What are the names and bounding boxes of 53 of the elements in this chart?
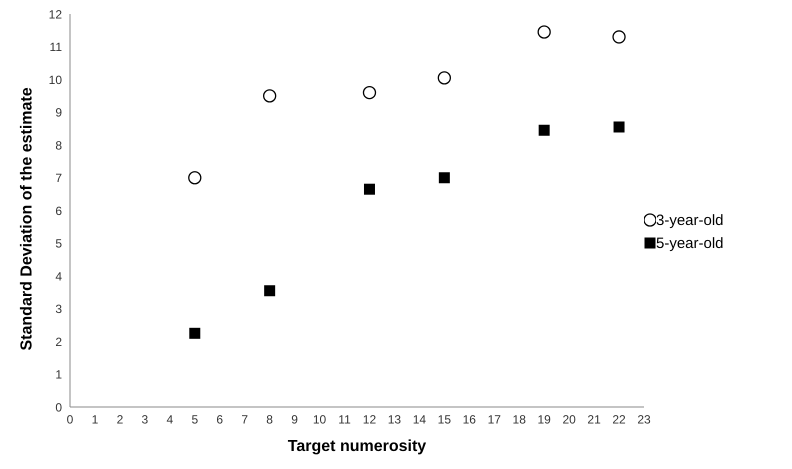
point [264, 285, 276, 296]
point [612, 30, 626, 44]
x-tick-label: 9 [291, 412, 298, 427]
y-tick-label: 9 [55, 106, 62, 120]
x-tick-label: 16 [462, 412, 476, 427]
x-tick-label: 18 [512, 412, 526, 427]
x-tick-label: 12 [362, 412, 376, 427]
y-tick-label: 1 [55, 368, 62, 382]
x-tick-label: 14 [412, 412, 426, 427]
point [263, 89, 276, 103]
y-tick-label: 5 [55, 236, 62, 251]
point [188, 171, 202, 184]
y-tick-label: 6 [55, 204, 62, 218]
y-tick-label: 4 [55, 269, 62, 284]
point [438, 71, 451, 85]
x-tick-label: 6 [216, 412, 224, 427]
x-tick-label: 13 [388, 412, 402, 427]
y-tick-label: 11 [50, 40, 62, 54]
y-tick-label: 3 [55, 302, 62, 316]
legend-label: 3-year-old [656, 212, 724, 228]
y-tick-label: 12 [48, 7, 62, 22]
x-tick-label: 19 [537, 412, 552, 427]
point [438, 172, 450, 184]
y-tick-label: 8 [55, 138, 62, 152]
y-tick-label: 0 [55, 400, 62, 414]
x-tick-label: 4 [166, 412, 174, 427]
x-tick-label: 10 [312, 412, 327, 427]
x-tick-label: 11 [338, 412, 352, 427]
point [614, 121, 625, 132]
x-tick-label: 21 [587, 412, 602, 427]
point [362, 86, 376, 100]
x-tick-label: 8 [266, 412, 274, 427]
x-tick-label: 23 [637, 412, 651, 427]
y-tick-label: 2 [55, 334, 62, 349]
x-tick-label: 17 [488, 412, 502, 427]
point [364, 184, 375, 195]
x-tick-label: 22 [612, 412, 626, 427]
x-axis-title: Target numerosity [288, 438, 426, 455]
y-tick-label: 7 [55, 171, 62, 186]
legend-label: 5-year-old [656, 234, 724, 252]
point [538, 124, 550, 136]
x-tick-label: 1 [92, 412, 99, 427]
point [538, 25, 551, 39]
x-tick-label: 0 [66, 412, 74, 427]
x-tick-label: 5 [191, 412, 198, 427]
point [189, 328, 200, 339]
x-tick-label: 15 [438, 412, 452, 427]
y-axis-title: Standard Deviation of the estimate [18, 87, 36, 350]
y-tick-label: 10 [48, 72, 62, 87]
x-tick-label: 3 [142, 412, 149, 427]
x-tick-label: 7 [241, 412, 248, 427]
x-tick-label: 2 [116, 412, 124, 427]
x-tick-label: 20 [562, 412, 576, 427]
